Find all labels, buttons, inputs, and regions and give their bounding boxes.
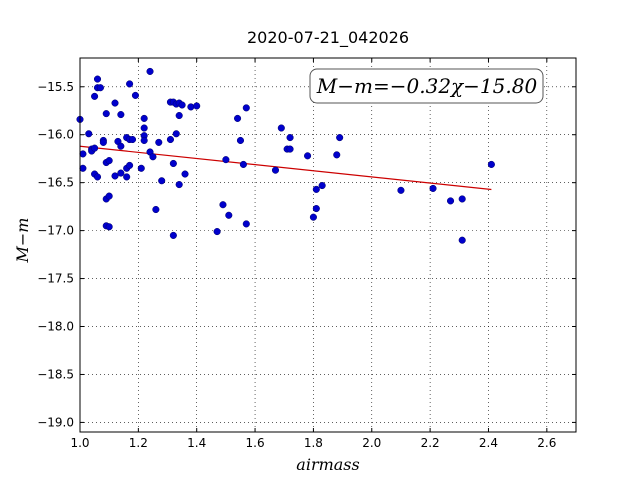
x-tick-label: 1.0 (70, 436, 89, 450)
y-tick-label: −17.0 (37, 224, 74, 238)
data-point (105, 192, 113, 200)
data-point (96, 84, 104, 92)
data-point (175, 181, 183, 189)
data-point (166, 135, 174, 144)
fit-annotation-box (309, 68, 544, 104)
x-tick-label: 1.2 (129, 436, 148, 450)
data-point (181, 170, 189, 178)
data-point (79, 150, 87, 158)
data-point (93, 173, 102, 181)
x-tick-label: 2.4 (479, 436, 498, 450)
data-point (318, 181, 326, 190)
data-point (172, 130, 180, 138)
data-point (458, 195, 466, 203)
x-tick-label: 1.8 (304, 436, 323, 450)
y-tick-label: −15.5 (37, 80, 74, 94)
data-point (213, 228, 221, 236)
y-tick-label: −18.5 (37, 367, 74, 381)
data-point (93, 75, 102, 83)
data-point (312, 185, 320, 193)
data-point (309, 213, 317, 221)
data-point (222, 156, 230, 164)
data-point (117, 142, 125, 150)
chart-title: 2020-07-21_042026 (247, 28, 409, 48)
data-point (239, 160, 247, 168)
data-point (99, 138, 107, 146)
data-point (117, 111, 125, 119)
fit-annotation: M−m=−0.32χ−15.80 (309, 68, 544, 104)
data-point (304, 152, 312, 160)
data-point (169, 231, 177, 239)
data-points (76, 67, 495, 244)
x-tick-labels: 1.0 1.2 1.4 1.6 1.8 2.0 2.2 2.4 2.6 (70, 436, 556, 450)
data-point (123, 173, 131, 181)
data-point (277, 124, 285, 132)
data-point (286, 145, 294, 153)
y-tick-label: −16.5 (37, 176, 74, 190)
y-axis-label: M−m (13, 218, 32, 264)
data-point (169, 159, 177, 168)
data-point (79, 164, 87, 172)
data-point (271, 166, 280, 174)
y-tick-label: −18.0 (37, 320, 74, 334)
y-tick-label: −17.5 (37, 272, 74, 286)
x-tick-label: 2.2 (421, 436, 440, 450)
data-point (137, 164, 145, 172)
data-point (487, 160, 495, 168)
x-tick-label: 2.0 (362, 436, 381, 450)
data-point (187, 103, 195, 111)
data-point (236, 136, 245, 145)
data-point (397, 186, 405, 194)
data-point (91, 144, 99, 152)
fit-annotation-text: M−m=−0.32χ−15.80 (316, 74, 538, 98)
data-point (117, 169, 125, 177)
data-point (105, 157, 113, 165)
data-point (128, 135, 137, 144)
x-tick-label: 2.6 (537, 436, 556, 450)
data-point (458, 236, 466, 244)
data-point (126, 80, 134, 88)
data-point (312, 205, 320, 213)
y-tick-label: −19.0 (37, 415, 74, 429)
data-point (219, 201, 227, 209)
data-point (178, 101, 186, 109)
data-point (140, 136, 148, 145)
data-point (286, 134, 294, 142)
data-point (102, 110, 110, 118)
data-point (225, 211, 233, 219)
data-point (140, 114, 148, 122)
data-point (242, 104, 250, 112)
y-tick-label: −16.0 (37, 128, 74, 142)
data-point (111, 172, 119, 180)
data-point (158, 177, 166, 185)
x-tick-label: 1.6 (246, 436, 265, 450)
data-point (140, 124, 148, 132)
data-point (429, 184, 437, 192)
data-point (126, 161, 134, 169)
data-point (155, 138, 163, 146)
data-point (105, 223, 113, 231)
data-point (111, 99, 119, 107)
x-axis-label: airmass (296, 455, 359, 474)
data-point (336, 134, 344, 142)
data-point (85, 130, 93, 138)
y-tick-labels: −15.5 −16.0 −16.5 −17.0 −17.5 −18.0 −18.5 −19.0 (37, 80, 74, 430)
plot-frame (79, 57, 577, 433)
axis-ticks (79, 58, 576, 432)
data-point (446, 197, 455, 205)
data-point (234, 114, 242, 122)
data-point (175, 111, 183, 120)
data-point (193, 102, 201, 110)
data-point (152, 205, 160, 214)
data-point (146, 67, 154, 75)
data-point (91, 92, 99, 100)
data-point (333, 151, 341, 159)
data-point (131, 91, 139, 99)
data-point (242, 220, 250, 228)
x-tick-label: 1.4 (187, 436, 206, 450)
data-point (149, 153, 157, 161)
